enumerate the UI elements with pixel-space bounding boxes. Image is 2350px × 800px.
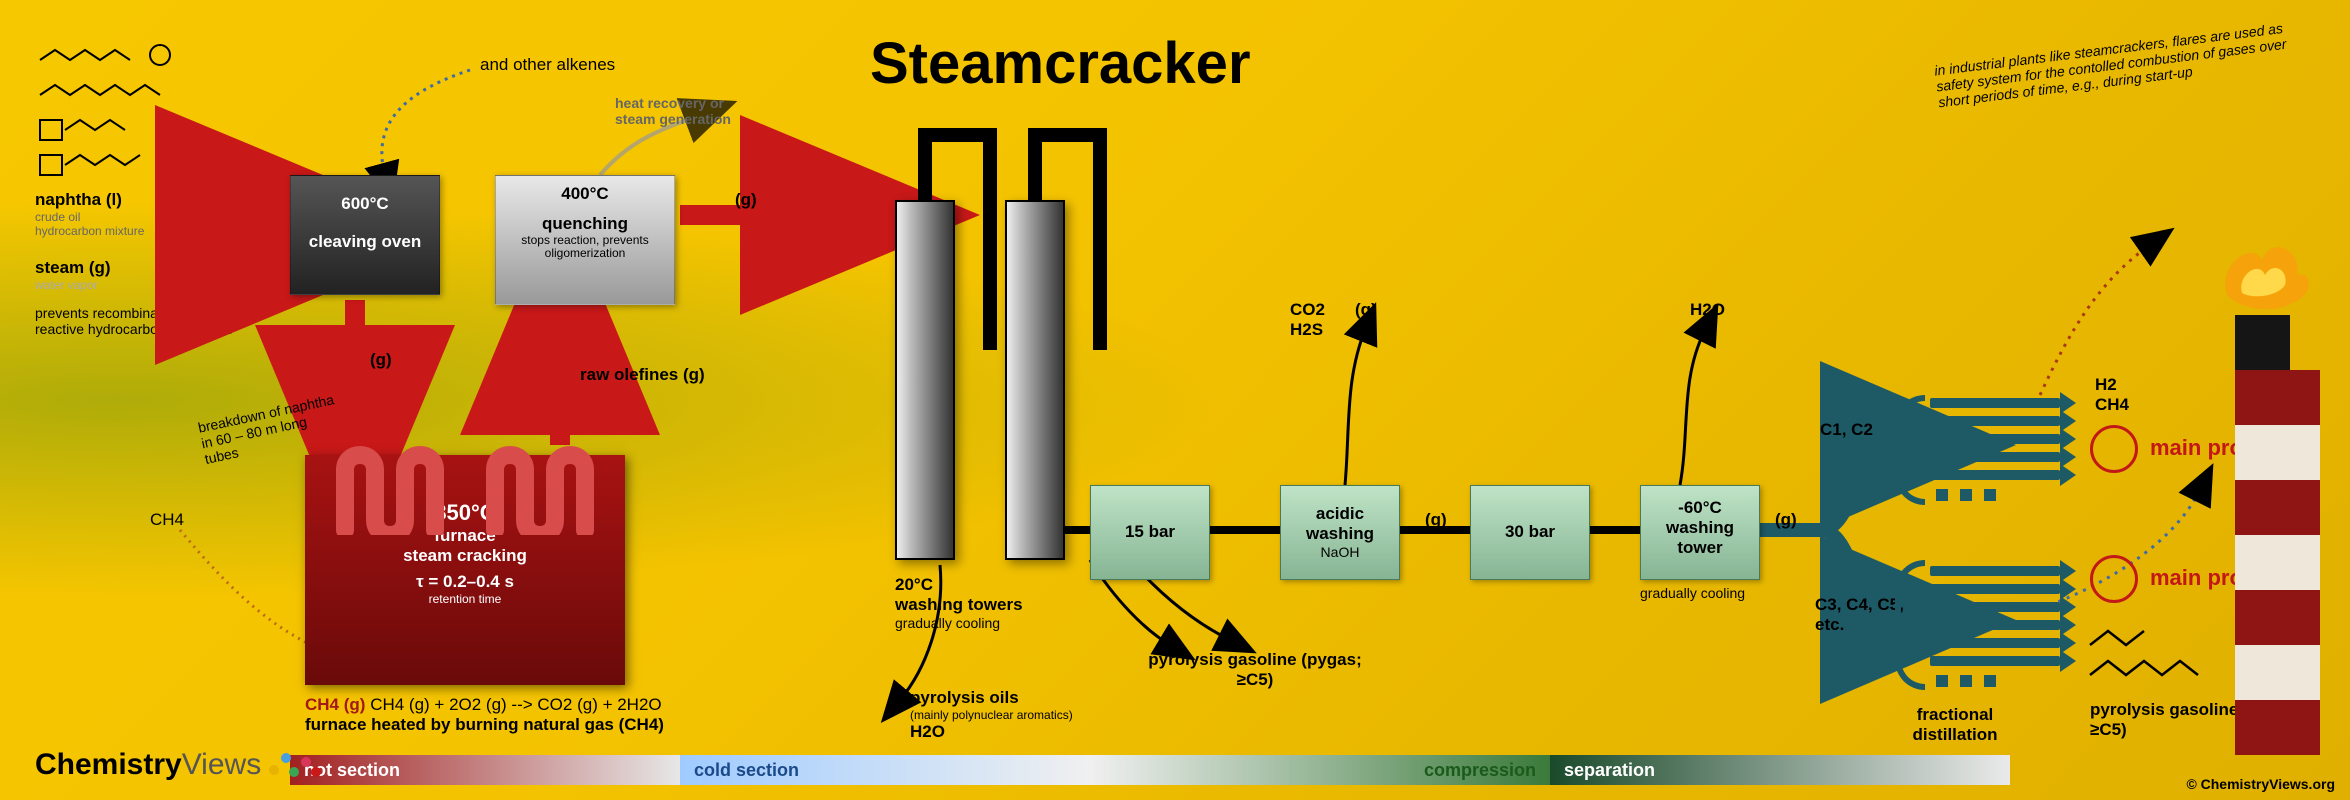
section-compression: compression (1090, 755, 1550, 785)
furnace-reaction: CH4 (g) + 2O2 (g) --> CO2 (g) + 2H2O (370, 695, 661, 714)
pyro-oils-label: pyrolysis oils (910, 688, 1073, 708)
box-30bar: 30 bar (1470, 485, 1590, 580)
prod-h2: H2 (2095, 375, 2129, 395)
raw-olefines-label: raw olefines (g) (580, 365, 705, 385)
towers-sub: gradually cooling (895, 615, 1023, 631)
cold-wash-temp: -60°C (1641, 498, 1759, 518)
furnace-tau-sub: retention time (305, 592, 625, 606)
g-mid-label: (g) (1425, 510, 1447, 530)
furnace-reaction-sub: furnace heated by burning natural gas (C… (305, 715, 664, 735)
cold-wash-sub: gradually cooling (1640, 585, 1745, 601)
pygas-label: pyrolysis gasoline (pygas; ≥C5) (1145, 650, 1365, 690)
distill-top (1930, 390, 2060, 506)
cold-wash-h2o: H2O (1690, 300, 1725, 320)
box-cold-wash: -60°C washing tower (1640, 485, 1760, 580)
furnace-tau: τ = 0.2–0.4 s (305, 572, 625, 592)
section-hot: hot section (290, 755, 680, 785)
box-15bar-label: 15 bar (1091, 522, 1209, 542)
top-products-block: H2 CH4 (2095, 375, 2129, 415)
acidic-sub: NaOH (1281, 544, 1399, 560)
main-product-circle-1 (2090, 425, 2138, 473)
g-down-label: (g) (370, 350, 392, 370)
cleave-label: cleaving oven (291, 232, 439, 252)
furnace-coil-icon (305, 445, 625, 535)
logo-part1: Chemistry (35, 748, 182, 781)
fractional-label: fractional distillation (1875, 705, 2035, 745)
section-separation: separation (1550, 755, 2010, 785)
offgas-phase: (g) (1355, 300, 1377, 320)
cleaving-oven-box: 600°C cleaving oven (290, 175, 440, 295)
quenching-box: 400°C quenching stops reaction, prevents… (495, 175, 675, 305)
logo-dots-icon (264, 748, 344, 778)
towers-temp: 20°C (895, 575, 1023, 595)
prod-ch4: CH4 (2095, 395, 2129, 415)
cleave-temp: 600°C (291, 194, 439, 214)
flare-stack-icon (2235, 225, 2320, 755)
quench-temp: 400°C (496, 184, 674, 204)
section-cold: cold section (680, 755, 1090, 785)
c1c2-label: C1, C2 (1820, 420, 1873, 440)
copyright: © ChemistryViews.org (2186, 776, 2335, 792)
box-15bar: 15 bar (1090, 485, 1210, 580)
furnace-box: 850°C furnace steam cracking τ = 0.2–0.4… (305, 455, 625, 685)
washing-towers-label-block: 20°C washing towers gradually cooling (895, 575, 1023, 631)
section-bar: hot section cold section compression sep… (290, 755, 2010, 785)
acidic-label: acidic washing (1281, 504, 1399, 544)
distill-bottom (1930, 558, 2060, 692)
quench-label: quenching (496, 214, 674, 234)
offgas-co2-h2s: CO2 H2S (1290, 300, 1325, 340)
towers-label: washing towers (895, 595, 1023, 615)
cold-wash-label: washing tower (1641, 518, 1759, 558)
furnace-reaction-block: CH4 (g) CH4 (g) + 2O2 (g) --> CO2 (g) + … (305, 695, 664, 735)
pyro-oils-block: pyrolysis oils (mainly polynuclear aroma… (910, 688, 1073, 742)
pyro-h2o: H2O (910, 722, 1073, 742)
cold-wash-g: (g) (1775, 510, 1797, 530)
main-product-circle-2 (2090, 555, 2138, 603)
furnace-label2: steam cracking (305, 546, 625, 566)
heat-recovery-label: heat recovery or steam generation (615, 95, 765, 127)
logo-part2: Views (182, 748, 261, 781)
pyro-oils-sub: (mainly polynuclear aromatics) (910, 708, 1073, 722)
washing-tower-1 (895, 200, 955, 560)
quench-sub: stops reaction, prevents oligomerization (496, 234, 674, 260)
box-30bar-label: 30 bar (1471, 522, 1589, 542)
flame-icon (2207, 225, 2317, 325)
washing-tower-2 (1005, 200, 1065, 560)
box-acidic: acidic washing NaOH (1280, 485, 1400, 580)
g-to-towers-label: (g) (735, 190, 757, 210)
chemistryviews-logo: ChemistryViews (35, 748, 344, 782)
